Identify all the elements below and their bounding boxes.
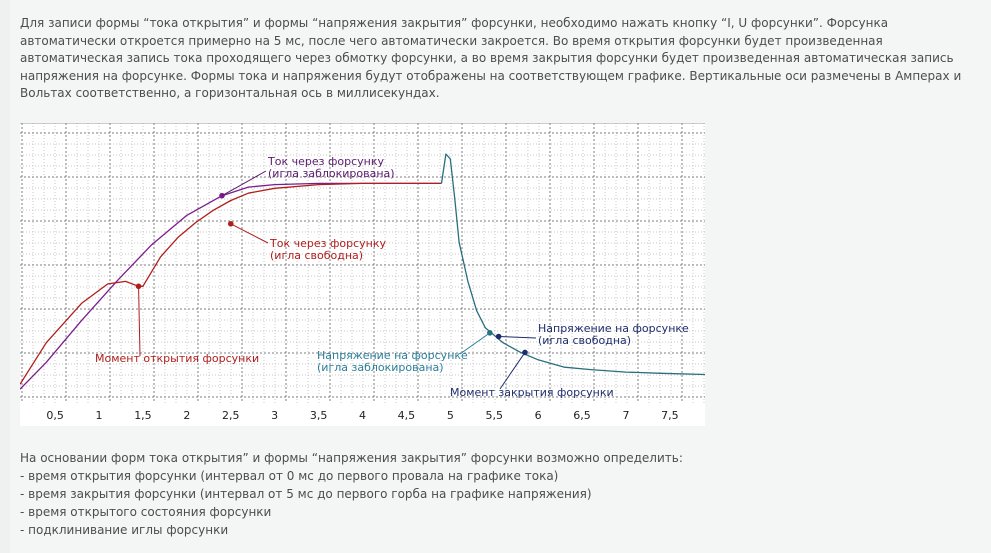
label-voltage-blocked-2: (игла заблокирована) <box>317 361 444 374</box>
label-voltage-free-2: (игла свободна) <box>538 334 631 347</box>
leader-line-3 <box>498 336 537 339</box>
intro-paragraph: Для записи формы “тока открытия” и формы… <box>20 16 962 100</box>
leader-line-5 <box>499 352 526 390</box>
conclusion-item: - время открытого состояния форсунки <box>20 505 272 519</box>
label-current-free-2: (игла свободна) <box>270 249 363 262</box>
leader-line-4 <box>459 332 491 355</box>
x-tick-label: 6 <box>535 409 542 422</box>
label-voltage-blocked-1: Напряжение на форсунке <box>317 349 468 362</box>
x-tick-label: 7,5 <box>661 409 679 422</box>
label-current-blocked-2: (игла заблокирована) <box>268 167 395 180</box>
x-tick-label: 6,5 <box>573 409 591 422</box>
x-tick-label: 5 <box>447 409 454 422</box>
x-tick-label: 3,5 <box>310 409 328 422</box>
x-tick-label: 1,5 <box>134 409 152 422</box>
chart-svg: Ток через форсунку (игла заблокирована) … <box>19 122 706 426</box>
conclusion-item: - подклинивание иглы форсунки <box>20 523 229 537</box>
x-tick-label: 7 <box>622 409 629 422</box>
leader-line-1 <box>230 223 269 244</box>
x-axis-band <box>20 403 705 426</box>
x-tick-label: 2 <box>183 409 190 422</box>
x-tick-label: 1 <box>96 409 103 422</box>
x-tick-label: 5,5 <box>485 409 503 422</box>
leader-line-2 <box>138 286 141 357</box>
label-current-blocked-1: Ток через форсунку <box>267 155 384 168</box>
label-closing-moment: Момент закрытия форсунки <box>450 386 614 399</box>
label-opening-moment: Момент открытия форсунки <box>95 352 259 365</box>
conclusion-item: - время открытия форсунки (интервал от 0… <box>20 469 559 483</box>
label-voltage-free-1: Напряжение на форсунке <box>538 322 689 335</box>
x-axis-ticks: 0,5 1 1,5 2 2,5 3 3,5 4 4,5 5 5,5 6 6,5 7 7,5 <box>46 409 678 422</box>
leader-layer <box>138 170 537 390</box>
conclusion-block: На основании форм тока открытия” и формы… <box>20 449 980 539</box>
x-tick-label: 3 <box>271 409 278 422</box>
conclusion-item: - время закрытия форсунки (интервал от 5… <box>20 487 592 501</box>
x-tick-label: 4,5 <box>398 409 416 422</box>
x-tick-label: 0,5 <box>46 409 64 422</box>
conclusion-lead: На основании форм тока открытия” и формы… <box>20 451 683 465</box>
series-line-2 <box>440 153 706 376</box>
chart-grid <box>20 122 705 403</box>
oscillogram-chart: Ток через форсунку (игла заблокирована) … <box>19 122 706 430</box>
series-line-1 <box>19 182 442 385</box>
marker-layer <box>135 192 528 356</box>
label-current-free-1: Ток через форсунку <box>269 237 386 250</box>
marker-point-0 <box>135 283 142 290</box>
x-tick-label: 2,5 <box>222 409 240 422</box>
x-tick-label: 4 <box>359 409 366 422</box>
leader-line-0 <box>221 170 267 197</box>
